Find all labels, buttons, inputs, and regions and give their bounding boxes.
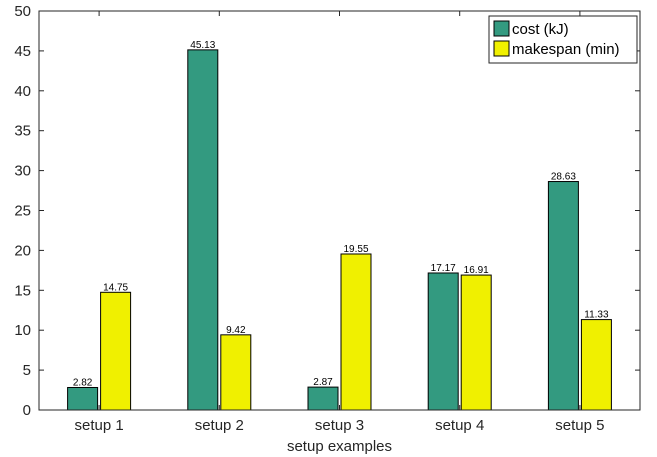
bar-makespan-5 [580,319,612,411]
x-tick-label: setup 2 [195,417,244,434]
y-tick-label: 50 [14,3,31,20]
y-tick-label: 10 [14,322,31,339]
data-labels-layer: 2.82 14.75 45.13 9.42 2.87 19.55 17.17 16.91 28.… [73,40,609,389]
y-tick-label: 20 [14,242,31,259]
y-tick-label: 30 [14,163,31,180]
data-label-makespan-2: 9.42 [226,325,246,336]
y-tick-label: 40 [14,83,31,100]
legend-label-makespan: makespan (min) [512,41,620,58]
data-label-cost-2: 45.13 [190,40,215,51]
y-axis: 0 5 10 15 20 25 30 35 40 45 50 [14,3,640,419]
y-tick-label: 35 [14,123,31,140]
y-tick-label: 25 [14,203,31,220]
bar-cost-2 [187,49,219,411]
bar-cost-5 [547,181,579,411]
bar-makespan-2 [220,334,252,411]
x-tick-label: setup 1 [74,417,123,434]
y-tick-label: 5 [23,362,31,379]
x-tick-label: setup 3 [315,417,364,434]
data-label-cost-5: 28.63 [551,172,576,183]
bar-makespan-1 [100,291,132,411]
x-tick-label: setup 4 [435,417,484,434]
data-label-makespan-1: 14.75 [103,282,128,293]
bars-layer [67,49,612,411]
bar-makespan-4 [460,274,492,411]
data-label-cost-1: 2.82 [73,377,93,388]
data-label-cost-4: 17.17 [431,263,456,274]
data-label-cost-3: 2.87 [313,377,333,388]
legend-swatch-makespan [493,40,510,57]
bar-cost-3 [307,386,339,411]
data-label-makespan-3: 19.55 [343,244,368,255]
y-tick-label: 45 [14,43,31,60]
bar-cost-1 [67,386,99,411]
bar-makespan-3 [340,253,372,411]
legend: cost (kJ) makespan (min) [488,15,638,64]
x-axis: setup 1 setup 2 setup 3 setup 4 setup 5 [74,11,605,434]
bar-cost-4 [427,272,459,411]
x-tick-label: setup 5 [555,417,604,434]
y-tick-label: 0 [23,402,31,419]
x-axis-title: setup examples [287,438,392,455]
data-label-makespan-5: 11.33 [584,310,609,321]
y-tick-label: 15 [14,282,31,299]
legend-label-cost: cost (kJ) [512,21,569,38]
legend-entries: cost (kJ) makespan (min) [493,20,620,58]
data-label-makespan-4: 16.91 [464,265,489,276]
legend-swatch-cost [493,20,510,37]
legend-box [488,15,638,64]
